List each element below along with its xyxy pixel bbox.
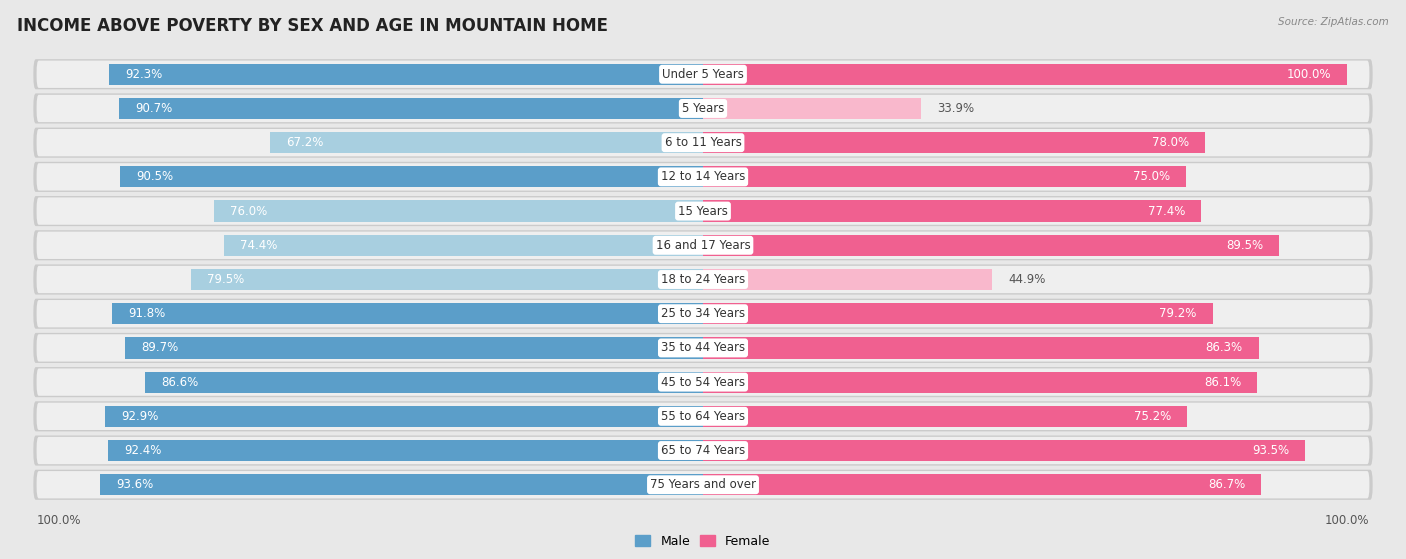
Text: 35 to 44 Years: 35 to 44 Years bbox=[661, 342, 745, 354]
Text: 75.2%: 75.2% bbox=[1133, 410, 1171, 423]
FancyBboxPatch shape bbox=[34, 470, 1372, 500]
Bar bbox=[703, 166, 1185, 187]
FancyBboxPatch shape bbox=[37, 266, 1369, 293]
FancyBboxPatch shape bbox=[34, 162, 1372, 192]
Text: 92.4%: 92.4% bbox=[124, 444, 162, 457]
Bar bbox=[121, 166, 703, 187]
Bar bbox=[120, 98, 703, 119]
Bar bbox=[105, 406, 703, 427]
Bar bbox=[703, 64, 1347, 85]
FancyBboxPatch shape bbox=[37, 129, 1369, 157]
FancyBboxPatch shape bbox=[34, 299, 1372, 329]
Text: 65 to 74 Years: 65 to 74 Years bbox=[661, 444, 745, 457]
Text: 92.9%: 92.9% bbox=[121, 410, 159, 423]
Bar bbox=[703, 269, 993, 290]
Bar bbox=[703, 337, 1258, 358]
FancyBboxPatch shape bbox=[34, 367, 1372, 397]
Text: Source: ZipAtlas.com: Source: ZipAtlas.com bbox=[1278, 17, 1389, 27]
Text: 91.8%: 91.8% bbox=[128, 307, 166, 320]
Text: 6 to 11 Years: 6 to 11 Years bbox=[665, 136, 741, 149]
Text: 92.3%: 92.3% bbox=[125, 68, 162, 80]
Bar bbox=[703, 98, 921, 119]
Text: 93.6%: 93.6% bbox=[117, 479, 153, 491]
Bar bbox=[703, 406, 1187, 427]
FancyBboxPatch shape bbox=[37, 60, 1369, 88]
Bar bbox=[703, 474, 1261, 495]
Text: 90.5%: 90.5% bbox=[136, 170, 173, 183]
Bar bbox=[125, 337, 703, 358]
FancyBboxPatch shape bbox=[34, 264, 1372, 295]
Text: 16 and 17 Years: 16 and 17 Years bbox=[655, 239, 751, 252]
Text: 86.7%: 86.7% bbox=[1208, 479, 1246, 491]
FancyBboxPatch shape bbox=[34, 401, 1372, 432]
Bar bbox=[108, 64, 703, 85]
Bar bbox=[703, 440, 1305, 461]
FancyBboxPatch shape bbox=[37, 300, 1369, 328]
Bar bbox=[703, 303, 1213, 324]
Text: 90.7%: 90.7% bbox=[135, 102, 173, 115]
FancyBboxPatch shape bbox=[34, 127, 1372, 158]
Text: 25 to 34 Years: 25 to 34 Years bbox=[661, 307, 745, 320]
Text: 33.9%: 33.9% bbox=[938, 102, 974, 115]
Text: 18 to 24 Years: 18 to 24 Years bbox=[661, 273, 745, 286]
Text: 79.5%: 79.5% bbox=[207, 273, 245, 286]
Text: 12 to 14 Years: 12 to 14 Years bbox=[661, 170, 745, 183]
Text: 86.6%: 86.6% bbox=[162, 376, 198, 389]
FancyBboxPatch shape bbox=[37, 163, 1369, 191]
FancyBboxPatch shape bbox=[34, 59, 1372, 89]
Bar bbox=[112, 303, 703, 324]
Text: 75 Years and over: 75 Years and over bbox=[650, 479, 756, 491]
Text: 15 Years: 15 Years bbox=[678, 205, 728, 217]
Text: 86.1%: 86.1% bbox=[1204, 376, 1241, 389]
Text: 89.5%: 89.5% bbox=[1226, 239, 1263, 252]
Bar bbox=[100, 474, 703, 495]
Bar bbox=[191, 269, 703, 290]
Text: 74.4%: 74.4% bbox=[240, 239, 277, 252]
Text: 5 Years: 5 Years bbox=[682, 102, 724, 115]
Bar bbox=[703, 132, 1205, 153]
Bar bbox=[703, 201, 1201, 222]
Text: Under 5 Years: Under 5 Years bbox=[662, 68, 744, 80]
FancyBboxPatch shape bbox=[37, 95, 1369, 122]
Text: 78.0%: 78.0% bbox=[1152, 136, 1189, 149]
Text: 75.0%: 75.0% bbox=[1133, 170, 1170, 183]
FancyBboxPatch shape bbox=[37, 437, 1369, 464]
FancyBboxPatch shape bbox=[34, 333, 1372, 363]
Text: 79.2%: 79.2% bbox=[1160, 307, 1197, 320]
Text: 76.0%: 76.0% bbox=[229, 205, 267, 217]
Text: 89.7%: 89.7% bbox=[142, 342, 179, 354]
Text: 77.4%: 77.4% bbox=[1147, 205, 1185, 217]
FancyBboxPatch shape bbox=[37, 402, 1369, 430]
Text: 55 to 64 Years: 55 to 64 Years bbox=[661, 410, 745, 423]
FancyBboxPatch shape bbox=[37, 197, 1369, 225]
Text: 86.3%: 86.3% bbox=[1205, 342, 1243, 354]
Text: 93.5%: 93.5% bbox=[1251, 444, 1289, 457]
Bar bbox=[224, 235, 703, 256]
Bar bbox=[145, 372, 703, 393]
Bar bbox=[703, 235, 1279, 256]
FancyBboxPatch shape bbox=[34, 196, 1372, 226]
FancyBboxPatch shape bbox=[34, 93, 1372, 124]
FancyBboxPatch shape bbox=[37, 231, 1369, 259]
Bar bbox=[108, 440, 703, 461]
Text: INCOME ABOVE POVERTY BY SEX AND AGE IN MOUNTAIN HOME: INCOME ABOVE POVERTY BY SEX AND AGE IN M… bbox=[17, 17, 607, 35]
Bar bbox=[703, 372, 1257, 393]
Text: 100.0%: 100.0% bbox=[1286, 68, 1330, 80]
FancyBboxPatch shape bbox=[34, 230, 1372, 260]
FancyBboxPatch shape bbox=[37, 368, 1369, 396]
FancyBboxPatch shape bbox=[34, 435, 1372, 466]
Text: 44.9%: 44.9% bbox=[1008, 273, 1046, 286]
FancyBboxPatch shape bbox=[37, 471, 1369, 499]
Bar bbox=[270, 132, 703, 153]
Bar bbox=[214, 201, 703, 222]
FancyBboxPatch shape bbox=[37, 334, 1369, 362]
Text: 45 to 54 Years: 45 to 54 Years bbox=[661, 376, 745, 389]
Legend: Male, Female: Male, Female bbox=[630, 530, 776, 553]
Text: 67.2%: 67.2% bbox=[287, 136, 323, 149]
